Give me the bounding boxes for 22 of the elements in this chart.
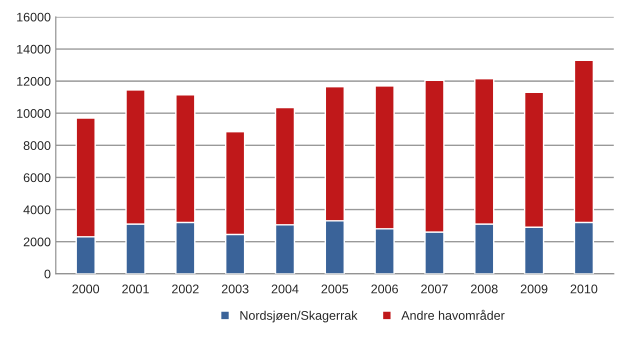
y-tick-label: 14000 [17,44,50,54]
legend-label: Nordsjøen/Skagerrak [240,310,358,322]
y-tick-label: 12000 [17,76,50,86]
x-tick-label: 2004 [272,284,299,294]
x-tick-label: 2009 [520,284,548,294]
x-tick-label: 2001 [122,284,149,294]
x-tick-label: 2007 [421,284,448,294]
x-tick-label: 2003 [222,284,249,294]
y-tick-label: 2000 [24,237,50,246]
legend-label: Andre havområder [401,310,505,320]
y-tick-label: 6000 [24,173,50,182]
x-tick-label: 2008 [470,284,498,294]
x-tick-label: 2002 [172,284,199,294]
x-tick-label: 2005 [322,284,348,294]
y-tick-label: 0 [44,270,50,278]
y-tick-label: 8000 [24,141,50,150]
x-tick-label: 2006 [371,284,398,294]
x-tick-label: 2000 [72,284,100,294]
x-tick-label: 2010 [570,284,598,294]
y-tick-label: 10000 [17,109,50,118]
y-tick-label: 16000 [17,12,50,22]
y-tick-label: 4000 [23,205,50,214]
